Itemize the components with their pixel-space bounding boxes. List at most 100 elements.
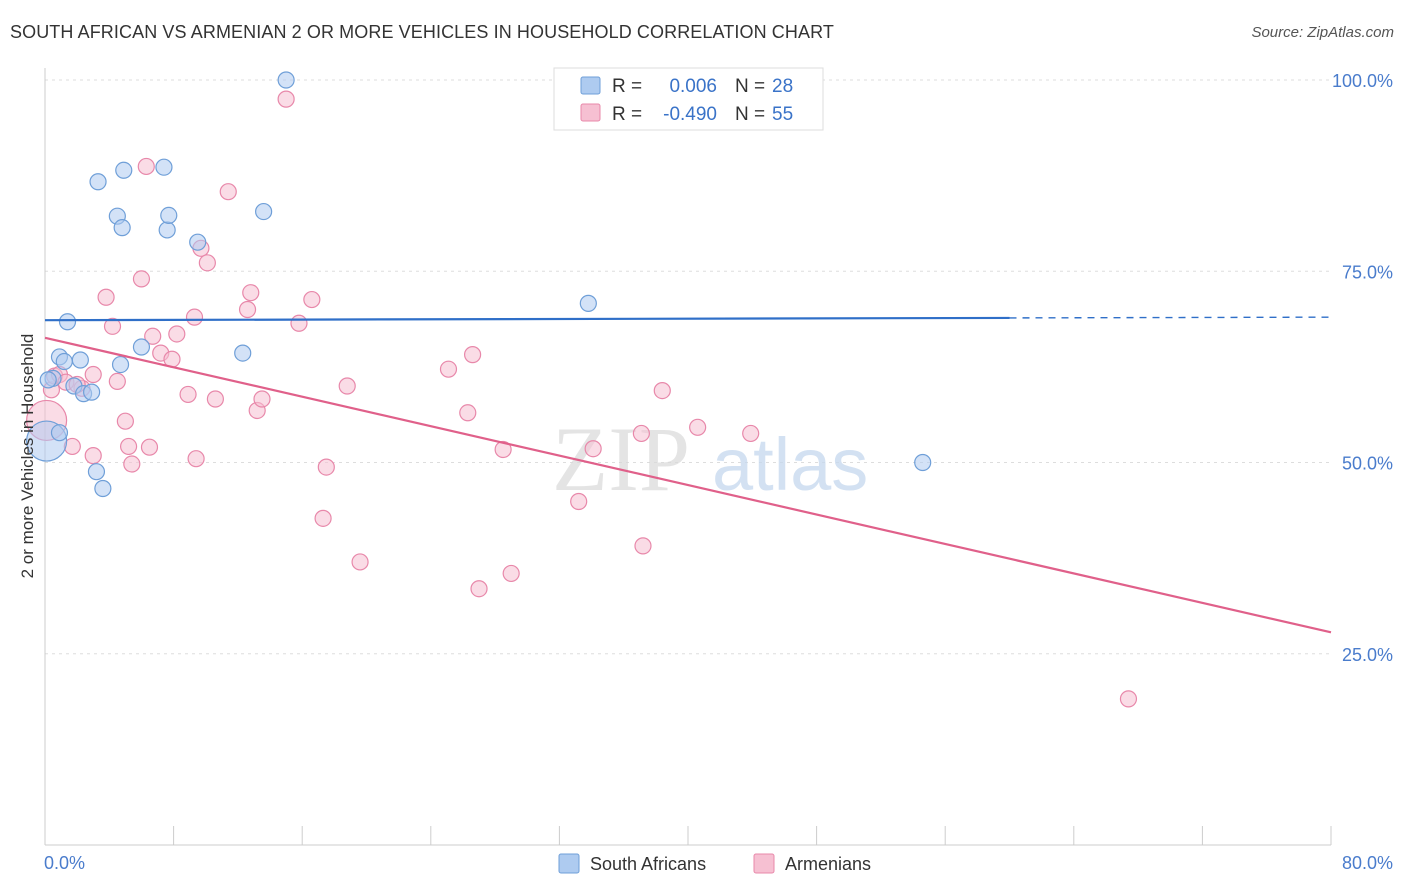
bottom-legend-label-armenians: Armenians <box>785 854 871 874</box>
south-african-point <box>189 233 207 251</box>
bottom-legend-swatch-pink <box>753 853 775 874</box>
armenian-point <box>1119 690 1138 708</box>
armenian-point <box>144 327 162 345</box>
south-african-point <box>50 424 69 442</box>
armenian-point <box>103 317 122 335</box>
armenian-point <box>242 284 260 302</box>
armenian-point <box>116 412 134 430</box>
legend-r-label: R = <box>612 76 642 97</box>
south-african-point <box>94 479 112 498</box>
south-african-point <box>255 202 273 221</box>
south-african-point <box>55 352 73 371</box>
bottom-legend: South Africans Armenians <box>558 853 871 874</box>
source-label: Source: ZipAtlas.com <box>1251 24 1394 41</box>
armenian-point <box>108 372 126 391</box>
armenian-point <box>140 438 159 456</box>
armenian-point <box>494 440 512 459</box>
armenian-point <box>632 424 650 443</box>
legend-swatch-pink <box>580 103 601 122</box>
legend-r-value: -0.490 <box>663 104 717 125</box>
armenian-point <box>206 390 224 408</box>
south-african-point <box>58 313 77 331</box>
armenians-trend-line <box>44 336 1332 634</box>
south-african-point <box>83 383 101 401</box>
watermark: ZIP atlas <box>552 408 868 510</box>
y-tick-label: 50.0% <box>1342 454 1393 474</box>
armenian-point <box>253 390 271 408</box>
x-tick-label: 0.0% <box>44 853 85 873</box>
armenian-point <box>314 509 332 527</box>
armenian-point <box>168 325 186 343</box>
armenian-point <box>653 381 671 400</box>
armenian-point <box>187 450 205 468</box>
legend-r-value: 0.006 <box>669 76 717 97</box>
y-tick-label: 100.0% <box>1332 71 1393 91</box>
armenian-point <box>198 254 216 272</box>
south-african-point <box>87 463 106 481</box>
south-african-point <box>158 221 176 239</box>
bottom-legend-label-south-africans: South Africans <box>590 854 706 874</box>
armenian-point <box>351 553 369 571</box>
armenian-point <box>317 458 335 476</box>
south-african-point <box>113 219 131 237</box>
armenian-point <box>470 580 488 598</box>
legend-box: R = 0.006 N = 28 R = -0.490 N = 55 <box>553 67 824 131</box>
armenian-point <box>634 537 652 555</box>
armenian-point <box>185 308 204 326</box>
tick-labels: 25.0% 50.0% 75.0% 100.0% 0.0% 80.0% <box>44 71 1393 873</box>
chart-title: SOUTH AFRICAN VS ARMENIAN 2 OR MORE VEHI… <box>10 22 834 42</box>
armenian-point <box>137 157 155 176</box>
south-african-point <box>155 158 173 176</box>
armenian-point <box>463 346 482 364</box>
south-africans-points <box>26 71 932 498</box>
south-african-point <box>111 355 130 374</box>
armenian-point <box>179 385 197 404</box>
bottom-legend-swatch-blue <box>558 853 580 874</box>
legend-r-label: R = <box>612 104 642 125</box>
armenian-point <box>459 404 477 422</box>
south-african-point <box>71 351 89 369</box>
south-african-point <box>132 338 151 356</box>
armenian-point <box>689 418 707 436</box>
trend-lines <box>44 316 1332 634</box>
y-axis-label: 2 or more Vehicles in Household <box>18 334 37 579</box>
armenian-point <box>338 377 356 395</box>
south-african-point <box>914 453 932 472</box>
legend-n-value: 28 <box>772 76 793 97</box>
south-african-point <box>89 173 107 191</box>
armenian-point <box>584 440 602 458</box>
armenian-point <box>502 564 520 583</box>
armenian-point <box>219 183 237 201</box>
south-africans-trend-line <box>44 316 1010 322</box>
armenian-point <box>742 424 760 443</box>
legend-swatch-blue <box>580 76 601 95</box>
armenian-point <box>84 447 102 465</box>
south-africans-trend-extension <box>1009 316 1332 319</box>
armenian-point <box>132 270 151 288</box>
armenian-point <box>97 288 115 306</box>
x-tick-label: 80.0% <box>1342 853 1393 873</box>
armenian-point <box>439 360 458 378</box>
armenian-point <box>119 437 138 456</box>
south-african-point <box>39 371 57 389</box>
armenian-point <box>84 365 102 384</box>
legend-n-label: N = <box>735 76 765 97</box>
y-tick-label: 75.0% <box>1342 262 1393 282</box>
legend-n-value: 55 <box>772 104 793 125</box>
legend-n-label: N = <box>735 104 765 125</box>
south-african-point <box>277 71 295 89</box>
armenian-point <box>290 314 308 332</box>
south-african-point <box>115 161 133 179</box>
south-african-point <box>579 294 597 312</box>
armenians-points <box>26 90 1138 708</box>
armenian-point <box>570 492 588 511</box>
south-african-point <box>234 344 252 362</box>
armenian-point <box>277 90 295 108</box>
south-african-point <box>160 206 178 225</box>
armenian-point <box>303 290 321 309</box>
y-tick-label: 25.0% <box>1342 645 1393 665</box>
armenian-point <box>123 455 141 473</box>
watermark-atlas: atlas <box>712 423 868 506</box>
armenian-point <box>238 300 257 319</box>
